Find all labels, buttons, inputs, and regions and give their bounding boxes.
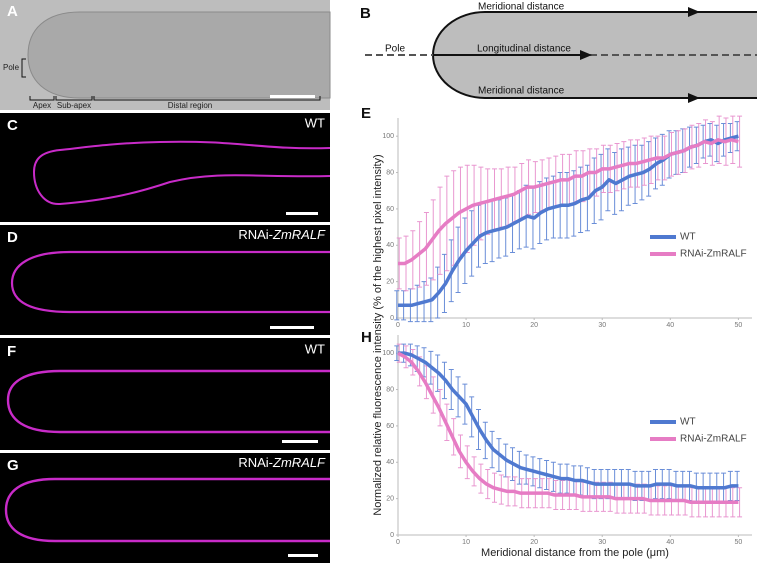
label-prefix: RNAi-: [238, 455, 273, 470]
panel-letter: B: [360, 5, 371, 22]
membrane-outline: [32, 140, 331, 206]
x-tick-label: 20: [530, 539, 538, 546]
fluorescence-background: [0, 453, 330, 563]
panel-g: G RNAi-ZmRALF: [0, 453, 330, 563]
x-tick-label: 50: [734, 322, 742, 329]
y-tick-label: 60: [386, 206, 394, 213]
panel-b: B Meridional distance Longitudinal dista…: [360, 2, 757, 103]
panel-letter: C: [7, 117, 18, 134]
pole-bracket: [21, 58, 26, 78]
legend-label: WT: [680, 232, 696, 243]
legend-label: RNAi-ZmRALF: [680, 249, 747, 260]
x-axis-label: Meridional distance from the pole (μm): [481, 547, 669, 559]
x-tick-label: 50: [734, 539, 742, 546]
panel-a: A Pole Apex Sub-apex Distal region: [0, 0, 331, 110]
membrane-outline: [4, 477, 330, 543]
diagram-label: Meridional distance: [478, 86, 565, 97]
y-tick-label: 80: [386, 169, 394, 176]
error-bar: [394, 345, 400, 361]
fluorescence-background: [0, 225, 330, 335]
y-axis-label: Normalized relative fluorescence intensi…: [372, 154, 384, 515]
series-line: [398, 138, 739, 266]
x-tick-label: 40: [666, 539, 674, 546]
diagram-label: Meridional distance: [478, 2, 565, 13]
legend-label: WT: [680, 417, 696, 428]
membrane-outline: [10, 250, 330, 314]
panel-letter: F: [7, 343, 16, 360]
y-tick-label: 0: [390, 315, 394, 322]
diagram-label: Longitudinal distance: [477, 44, 571, 55]
x-tick-label: 10: [462, 539, 470, 546]
scale-bar: [270, 95, 315, 98]
scale-bar: [282, 440, 318, 443]
x-tick-label: 10: [462, 322, 470, 329]
scale-bar: [288, 554, 318, 557]
y-tick-label: 0: [390, 532, 394, 539]
diagram-label: Pole: [385, 44, 405, 55]
x-tick-label: 20: [530, 322, 538, 329]
label-gene: ZmRALF: [272, 227, 326, 242]
genotype-label: WT: [305, 341, 325, 356]
error-bar: [737, 487, 743, 518]
panel-letter: E: [361, 105, 371, 122]
y-tick-label: 60: [386, 423, 394, 430]
error-bar: [394, 290, 400, 321]
region-label: Distal region: [168, 101, 212, 110]
scale-bar: [270, 326, 314, 329]
genotype-label: RNAi-ZmRALF: [238, 227, 326, 242]
arrow-heads: [580, 7, 700, 103]
region-label: Apex: [33, 101, 51, 110]
error-bar: [737, 115, 743, 168]
panel-c: C WT: [0, 113, 331, 222]
genotype-label: RNAi-ZmRALF: [238, 455, 326, 470]
label-prefix: RNAi-: [238, 227, 273, 242]
panel-letter: A: [7, 3, 18, 20]
y-tick-label: 40: [386, 459, 394, 466]
legend-label: RNAi-ZmRALF: [680, 434, 747, 445]
y-tick-label: 20: [386, 495, 394, 502]
membrane-outline: [6, 369, 330, 434]
x-tick-label: 0: [396, 539, 400, 546]
region-label: Sub-apex: [57, 101, 91, 110]
panel-letter: D: [7, 229, 18, 246]
y-tick-label: 20: [386, 278, 394, 285]
label-gene: ZmRALF: [272, 455, 326, 470]
y-tick-label: 40: [386, 242, 394, 249]
panel-letter: H: [361, 329, 372, 346]
panel-letter: G: [7, 457, 19, 474]
genotype-label: WT: [305, 115, 325, 130]
x-tick-label: 30: [598, 322, 606, 329]
region-brackets: [29, 96, 321, 101]
y-tick-label: 100: [382, 350, 394, 357]
pole-label: Pole: [3, 63, 20, 72]
x-tick-label: 0: [396, 322, 400, 329]
y-tick-label: 80: [386, 386, 394, 393]
x-tick-label: 40: [666, 322, 674, 329]
pollen-tube: [27, 11, 331, 99]
scale-bar: [286, 212, 318, 215]
panel-d: D RNAi-ZmRALF: [0, 225, 330, 335]
fluorescence-background: [0, 113, 330, 222]
x-tick-label: 30: [598, 539, 606, 546]
series-line: [398, 351, 739, 490]
series-line: [397, 351, 739, 505]
panel-f: F WT: [0, 338, 330, 450]
y-tick-label: 100: [382, 133, 394, 140]
